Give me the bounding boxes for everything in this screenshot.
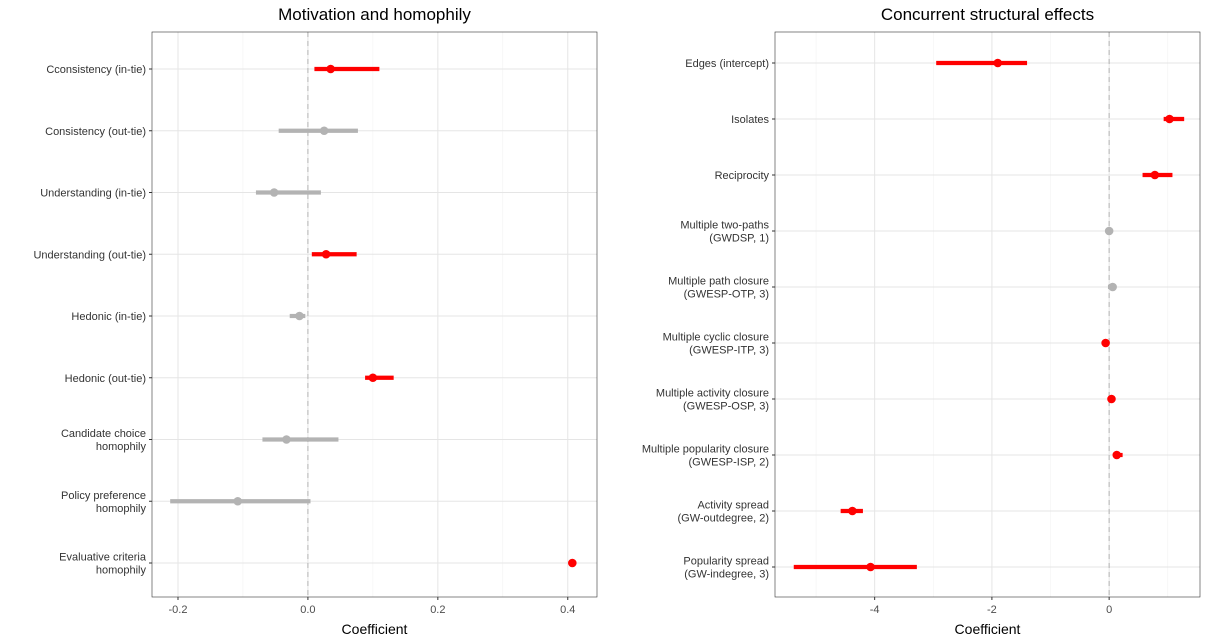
panel-title: Motivation and homophily bbox=[278, 5, 471, 24]
y-tick-label: Multiple path closure (GWESP-OTP, 3) bbox=[668, 276, 769, 301]
point-estimate bbox=[1107, 394, 1116, 404]
point-estimate bbox=[295, 311, 304, 321]
y-tick-label: Multiple two-paths (GWDSP, 1) bbox=[680, 220, 769, 245]
structural-effects-panel: Concurrent structural effects Coefficien… bbox=[642, 5, 1201, 637]
y-tick-label: Popularity spread (GW-indegree, 3) bbox=[683, 556, 769, 581]
point-estimate bbox=[1112, 450, 1122, 460]
point-estimate bbox=[326, 64, 335, 74]
y-tick-label: Multiple activity closure (GWESP-OSP, 3) bbox=[656, 388, 769, 413]
point-estimate bbox=[321, 249, 331, 259]
y-tick-label: Multiple popularity closure (GWESP-ISP, 2… bbox=[642, 444, 769, 469]
y-tick-label: Policy preference homophily bbox=[61, 490, 146, 515]
y-tick-label: Understanding (out-tie) bbox=[33, 249, 146, 261]
y-tick-label: Understanding (in-tie) bbox=[40, 188, 146, 200]
point-estimate bbox=[866, 562, 875, 572]
point-estimate bbox=[269, 188, 279, 197]
x-axis-title: Coefficient bbox=[955, 621, 1021, 637]
x-tick-label: 0.4 bbox=[560, 604, 575, 616]
x-axis-title: Coefficient bbox=[342, 621, 408, 637]
point-estimate bbox=[282, 435, 291, 444]
y-tick-label: Reciprocity bbox=[715, 170, 770, 182]
y-tick-label: Consistency (out-tie) bbox=[45, 126, 146, 138]
motivation-homophily-panel: Motivation and homophily Coefficient Cco… bbox=[33, 5, 598, 637]
point-estimate bbox=[368, 373, 378, 383]
point-estimate bbox=[1101, 338, 1110, 348]
point-estimate bbox=[1165, 114, 1174, 124]
x-tick-label: 0 bbox=[1106, 604, 1112, 616]
point-estimate bbox=[848, 506, 857, 516]
panel-title: Concurrent structural effects bbox=[881, 5, 1094, 24]
y-tick-label: Multiple cyclic closure (GWESP-ITP, 3) bbox=[663, 332, 769, 357]
y-tick-label: Cconsistency (in-tie) bbox=[46, 64, 146, 76]
x-tick-label: 0.0 bbox=[300, 604, 315, 616]
y-tick-label: Candidate choice homophily bbox=[61, 428, 147, 453]
x-tick-label: -2 bbox=[987, 604, 997, 616]
panel-border bbox=[151, 31, 598, 598]
panel-border bbox=[774, 31, 1201, 598]
y-tick-label: Activity spread (GW-outdegree, 2) bbox=[677, 500, 769, 525]
point-estimate bbox=[993, 58, 1003, 68]
y-tick-label: Isolates bbox=[731, 114, 769, 126]
point-estimate bbox=[1150, 170, 1160, 180]
x-tick-label: -0.2 bbox=[169, 604, 188, 616]
y-tick-label: Hedonic (in-tie) bbox=[71, 311, 146, 323]
point-estimate bbox=[233, 496, 243, 506]
point-estimate bbox=[568, 558, 577, 568]
point-estimate bbox=[1108, 282, 1117, 292]
point-estimate bbox=[1104, 226, 1114, 236]
y-tick-label: Hedonic (out-tie) bbox=[65, 373, 146, 385]
x-tick-label: -4 bbox=[870, 604, 880, 616]
y-tick-label: Edges (intercept) bbox=[685, 58, 769, 70]
x-tick-label: 0.2 bbox=[430, 604, 445, 616]
y-tick-label: Evaluative criteria homophily bbox=[59, 552, 147, 577]
point-estimate bbox=[319, 126, 329, 136]
